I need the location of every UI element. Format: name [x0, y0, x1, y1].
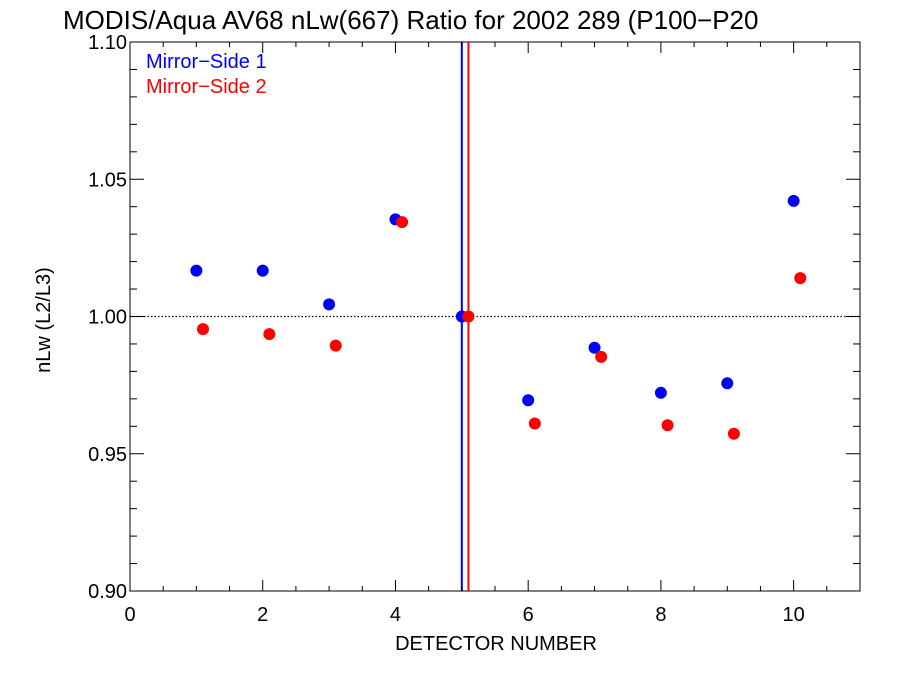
- x-tick-label: 8: [655, 604, 666, 626]
- data-points-group: [190, 194, 807, 440]
- data-point-series-1: [588, 341, 601, 354]
- x-axis-ticks: 0 2 4 6 8 10: [124, 42, 861, 626]
- data-point-series-1: [256, 264, 269, 277]
- legend-entry-1: Mirror−Side 1: [146, 51, 267, 73]
- legend: Mirror−Side 1 Mirror−Side 2: [146, 51, 267, 98]
- x-tick-label: 0: [124, 604, 135, 626]
- x-tick-label: 6: [523, 604, 534, 626]
- data-point-series-2: [197, 323, 209, 336]
- chart-title: MODIS/Aqua AV68 nLw(667) Ratio for 2002 …: [63, 5, 758, 35]
- y-tick-label: 1.10: [88, 32, 127, 54]
- data-point-series-2: [528, 417, 541, 430]
- y-tick-label: 1.05: [88, 169, 127, 191]
- x-tick-label: 10: [783, 604, 805, 626]
- data-point-series-2: [661, 419, 674, 432]
- x-tick-label: 2: [257, 604, 268, 626]
- y-tick-label: 1.00: [88, 307, 127, 329]
- data-point-series-2: [794, 272, 807, 285]
- y-axis-label: nLw (L2/L3): [33, 267, 55, 373]
- data-point-series-2: [396, 216, 409, 229]
- y-tick-label: 0.95: [88, 444, 127, 466]
- data-point-series-1: [190, 264, 203, 277]
- legend-entry-2: Mirror−Side 2: [146, 76, 267, 98]
- x-tick-label: 4: [390, 604, 401, 626]
- data-point-series-1: [721, 377, 734, 390]
- data-point-series-1: [323, 298, 336, 311]
- data-point-series-2: [462, 310, 475, 323]
- data-point-series-2: [329, 339, 342, 352]
- data-point-series-2: [595, 350, 608, 363]
- data-point-series-1: [787, 194, 800, 207]
- x-axis-label: DETECTOR NUMBER: [395, 633, 597, 655]
- data-point-series-2: [727, 427, 740, 440]
- y-axis-ticks: 0.90 0.95 1.00 1.05 1.10: [88, 32, 860, 603]
- data-point-series-2: [263, 328, 276, 341]
- y-tick-label: 0.90: [88, 581, 127, 603]
- data-point-series-1: [522, 394, 535, 407]
- data-point-series-1: [654, 386, 667, 399]
